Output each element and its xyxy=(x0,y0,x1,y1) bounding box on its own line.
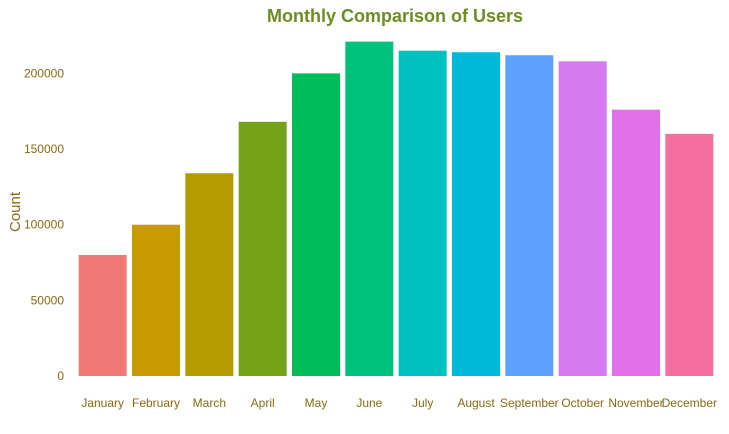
x-tick-label: April xyxy=(251,396,275,410)
bar-october xyxy=(558,61,607,376)
x-tick-label: June xyxy=(356,396,382,410)
y-tick-label: 100000 xyxy=(24,218,64,232)
y-tick-label: 50000 xyxy=(31,293,65,307)
bar-august xyxy=(452,52,500,377)
bars xyxy=(78,41,714,377)
x-tick-label: September xyxy=(500,396,559,410)
x-tick-label: February xyxy=(132,396,180,410)
bar-november xyxy=(612,109,660,376)
x-tick-label: July xyxy=(412,396,433,410)
x-axis-ticks: January February March April May June July Augu… xyxy=(81,396,717,410)
bar-december xyxy=(665,133,714,376)
bar-september xyxy=(505,55,554,376)
x-tick-label: October xyxy=(561,396,604,410)
x-tick-label: March xyxy=(193,396,226,410)
y-tick-label: 150000 xyxy=(24,142,64,156)
y-tick-label: 200000 xyxy=(24,66,64,80)
chart-title: Monthly Comparison of Users xyxy=(267,6,523,26)
y-axis-ticks: 0 50000 100000 150000 200000 xyxy=(24,66,64,383)
bar-january xyxy=(78,254,127,376)
x-tick-label: August xyxy=(457,396,495,410)
x-tick-label: December xyxy=(662,396,717,410)
bar-may xyxy=(292,73,340,376)
bar-february xyxy=(132,224,180,376)
bar-april xyxy=(238,121,287,376)
x-tick-label: May xyxy=(305,396,328,410)
y-axis-label: Count xyxy=(7,191,24,232)
bar-march xyxy=(185,173,234,376)
x-tick-label: January xyxy=(81,396,124,410)
x-tick-label: November xyxy=(608,396,663,410)
bar-june xyxy=(345,41,394,377)
y-tick-label: 0 xyxy=(57,369,64,383)
bar-july xyxy=(398,50,447,376)
